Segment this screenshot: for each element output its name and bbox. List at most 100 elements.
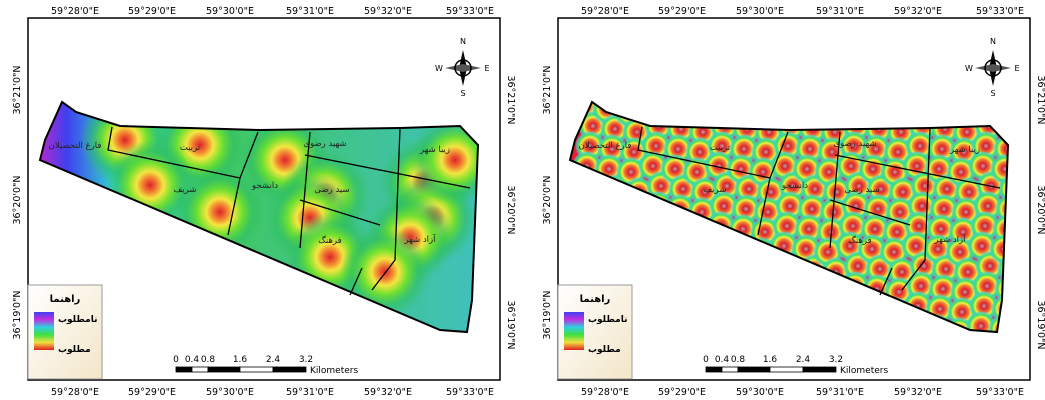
district-boundary [757, 177, 771, 236]
top-coordinate: 59°30'0"E [206, 6, 254, 17]
top-coordinate: 59°32'0"E [894, 6, 942, 17]
bottom-coordinate: 59°29'0"E [128, 387, 176, 398]
district-boundary [829, 199, 911, 226]
district-label: شهید رضوی [833, 139, 876, 149]
bottom-coordinate: 59°30'0"E [736, 387, 784, 398]
compass-letter: S [460, 89, 465, 98]
right-coordinate: 36°20'0"N [1035, 185, 1045, 234]
legend-high: نامطلوب [588, 315, 627, 325]
district-label: دانشجو [781, 181, 808, 191]
right-coordinate: 36°19'0"N [505, 300, 516, 349]
top-coordinate: 59°29'0"E [128, 6, 176, 17]
district-label: فرهنگ [318, 235, 341, 246]
district-label: زیبا شهر [949, 145, 980, 155]
scale-segment [239, 366, 274, 373]
scale-unit: Kilometers [840, 366, 888, 376]
north-arrow: N S E W [965, 37, 1019, 98]
right-coordinate: 36°20'0"N [505, 185, 516, 234]
right-coordinate: 36°21'0"N [505, 75, 516, 124]
scale-tick: 0 [703, 355, 709, 365]
left-coordinate: 36°21'0"N [542, 65, 553, 114]
map-panel: فارغ التحصیلان تربیت شریف دانشجو شهید رضوی سی… [542, 6, 1045, 398]
district-boundary [107, 126, 241, 179]
district-label: دانشجو [251, 181, 278, 191]
right-coordinate: 36°21'0"N [1035, 75, 1045, 124]
hot-spot [990, 154, 1008, 184]
district-label: سید رضی [844, 185, 879, 195]
scale-tick: 2.4 [266, 355, 281, 365]
legend-title: راهنما [50, 294, 81, 305]
district-label: آزاد شهر [403, 233, 436, 245]
scale-segment [272, 366, 307, 373]
district-boundary [299, 199, 381, 226]
scale-tick: 0.8 [731, 355, 746, 365]
city-boundary [38, 100, 480, 334]
scale-segment [191, 366, 209, 373]
compass-letter: E [1014, 64, 1019, 73]
compass-letter: S [990, 89, 995, 98]
district-boundary [349, 267, 363, 296]
bottom-coordinate: 59°32'0"E [364, 387, 412, 398]
district-label: فرهنگ [848, 235, 871, 246]
bottom-coordinate: 59°28'0"E [581, 387, 629, 398]
legend-ramp [34, 312, 54, 350]
district-label: شریف [174, 185, 197, 195]
district-boundary [304, 154, 471, 189]
left-coordinate: 36°19'0"N [12, 290, 23, 339]
district-boundary [879, 267, 893, 296]
left-coordinate: 36°21'0"N [12, 65, 23, 114]
bottom-coordinate: 59°31'0"E [286, 387, 334, 398]
scale-segment [802, 366, 837, 373]
scale-tick: 0.8 [201, 355, 216, 365]
top-coordinate: 59°33'0"E [446, 6, 494, 17]
district-boundary [769, 131, 789, 179]
arrow-ring [454, 59, 472, 77]
map-panel: فارغ التحصیلان تربیت شریف دانشجو شهید رضوی سی… [12, 6, 516, 398]
district-label: فارغ التحصیلان [49, 141, 102, 151]
district-boundary [299, 131, 311, 249]
legend-title: راهنما [580, 294, 611, 305]
district-label: سید رضی [314, 185, 349, 195]
district-boundary [901, 127, 931, 291]
district-label: تربیت [710, 143, 731, 153]
compass-letter: N [460, 37, 466, 46]
top-coordinate: 59°28'0"E [51, 6, 99, 17]
scale-tick: 3.2 [829, 355, 843, 365]
bottom-coordinate: 59°33'0"E [446, 387, 494, 398]
left-coordinate: 36°20'0"N [542, 175, 553, 224]
compass-letter: E [484, 64, 489, 73]
district-boundary [637, 126, 771, 179]
top-coordinate: 59°29'0"E [658, 6, 706, 17]
district-label: آزاد شهر [933, 233, 966, 245]
north-arrow: N S E W [435, 37, 489, 98]
compass-letter: W [965, 64, 973, 73]
bottom-coordinate: 59°31'0"E [816, 387, 864, 398]
top-coordinate: 59°32'0"E [364, 6, 412, 17]
scale-segment [207, 366, 241, 373]
top-coordinate: 59°30'0"E [736, 6, 784, 17]
bottom-coordinate: 59°30'0"E [206, 387, 254, 398]
legend-high: نامطلوب [58, 315, 97, 325]
bottom-coordinate: 59°32'0"E [894, 387, 942, 398]
scale-segment [175, 366, 193, 373]
bottom-coordinate: 59°33'0"E [976, 387, 1024, 398]
scale-tick: 1.6 [233, 355, 248, 365]
left-coordinate: 36°19'0"N [542, 290, 553, 339]
scale-segment [721, 366, 739, 373]
scale-tick: 3.2 [299, 355, 313, 365]
legend-ramp [564, 312, 584, 350]
right-coordinate: 36°19'0"N [1035, 300, 1045, 349]
top-coordinate: 59°31'0"E [816, 6, 864, 17]
hot-spot [966, 311, 996, 332]
scale-tick: 0.4 [715, 355, 730, 365]
arrow-ew [445, 64, 481, 72]
scale-tick: 1.6 [763, 355, 778, 365]
district-boundary [834, 154, 1001, 189]
scale-unit: Kilometers [310, 366, 358, 376]
district-label: تربیت [180, 143, 201, 153]
top-coordinate: 59°31'0"E [286, 6, 334, 17]
legend-low: مطلوب [588, 345, 621, 355]
scale-segment [737, 366, 771, 373]
